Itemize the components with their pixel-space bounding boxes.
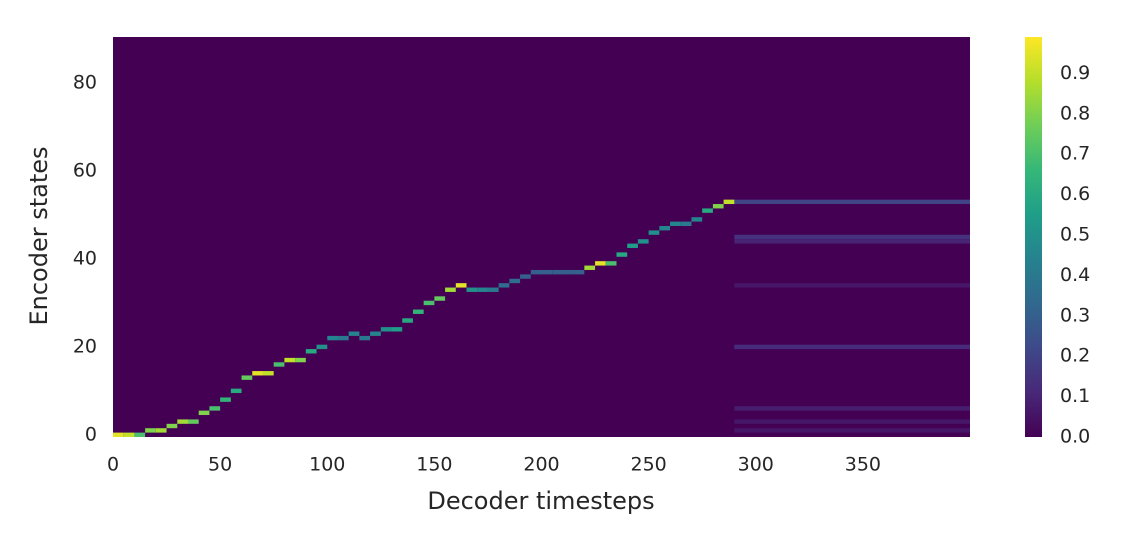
attention-cell: [670, 221, 681, 227]
attention-cell: [477, 287, 488, 292]
attention-cell: [220, 397, 231, 402]
attention-cell: [627, 243, 638, 248]
attention-band: [734, 428, 970, 433]
x-tick-label: 150: [416, 454, 452, 476]
y-tick-label: 60: [73, 160, 97, 182]
attention-cell: [145, 428, 156, 433]
attention-cell: [380, 327, 392, 332]
colorbar-tick-label: 0.0: [1060, 426, 1090, 448]
colorbar-tick-label: 0.3: [1060, 304, 1090, 326]
attention-cell: [134, 432, 146, 437]
attention-cell: [509, 278, 521, 284]
attention-cell: [423, 300, 435, 306]
attention-cell: [402, 318, 413, 323]
attention-band: [734, 283, 970, 288]
x-tick-label: 300: [738, 454, 774, 476]
attention-band: [734, 199, 970, 205]
x-tick-label: 0: [107, 454, 119, 476]
attention-band: [734, 239, 970, 244]
y-tick-label: 40: [73, 247, 97, 269]
attention-cell: [123, 432, 135, 437]
attention-cell: [520, 274, 531, 279]
attention-cell: [648, 230, 660, 235]
colorbar-tick-label: 0.2: [1060, 345, 1090, 367]
colorbar-tick-label: 0.9: [1060, 62, 1090, 84]
colorbar-tick-label: 0.8: [1060, 102, 1090, 124]
attention-cell: [273, 362, 285, 367]
attention-band: [734, 419, 970, 424]
attention-cell: [305, 349, 317, 354]
attention-cell: [241, 375, 253, 380]
attention-band: [734, 406, 970, 411]
attention-cell: [295, 357, 306, 363]
attention-cell: [337, 335, 349, 341]
attention-cell: [541, 269, 553, 275]
attention-cell: [155, 428, 167, 433]
colorbar-tick-label: 0.6: [1060, 183, 1090, 205]
attention-cell: [466, 287, 478, 292]
attention-cell: [637, 239, 649, 244]
x-tick-label: 200: [523, 454, 559, 476]
attention-cell: [659, 226, 671, 231]
attention-cell: [723, 199, 735, 205]
attention-cell: [584, 265, 596, 270]
attention-band: [734, 234, 970, 240]
colorbar-tick-label: 0.4: [1060, 264, 1090, 286]
attention-cell: [177, 419, 188, 424]
attention-cell: [498, 283, 510, 288]
attention-cell: [113, 432, 124, 437]
attention-cell: [391, 327, 403, 332]
attention-cell: [327, 335, 338, 341]
attention-cell: [605, 261, 617, 266]
attention-cell: [230, 388, 242, 394]
y-tick-label: 20: [73, 335, 97, 357]
attention-cell: [445, 287, 456, 292]
attention-cell: [712, 204, 724, 209]
attention-cell: [691, 217, 703, 222]
attention-cell: [316, 344, 328, 350]
attention-cell: [434, 296, 446, 301]
attention-cell: [680, 221, 692, 227]
attention-cell: [702, 208, 713, 213]
attention-cell: [187, 419, 199, 424]
colorbar: [1025, 37, 1042, 437]
attention-cell: [616, 252, 628, 257]
attention-cell: [412, 309, 424, 314]
x-tick-label: 350: [845, 454, 881, 476]
x-axis-label: Decoder timesteps: [427, 487, 654, 515]
x-tick-label: 50: [208, 454, 232, 476]
attention-cell: [284, 357, 296, 363]
attention-cell: [530, 269, 542, 275]
attention-cell: [262, 371, 274, 376]
attention-cell: [348, 331, 360, 336]
attention-cell: [166, 423, 178, 429]
colorbar-tick-label: 0.1: [1060, 385, 1090, 407]
y-axis-label: Encoder states: [25, 146, 53, 325]
y-tick-label: 0: [85, 423, 97, 445]
attention-cell: [562, 269, 574, 275]
attention-band: [734, 344, 970, 350]
x-tick-label: 250: [630, 454, 666, 476]
attention-cell: [455, 283, 467, 288]
attention-cell: [595, 261, 606, 266]
attention-cell: [359, 335, 371, 341]
x-tick-label: 100: [309, 454, 345, 476]
y-tick-label: 80: [73, 72, 97, 94]
attention-cell: [552, 269, 563, 275]
colorbar-tick-label: 0.7: [1060, 143, 1090, 165]
attention-cell: [252, 371, 263, 376]
attention-cell: [487, 287, 499, 292]
attention-cell: [209, 406, 221, 411]
attention-cell: [198, 410, 210, 416]
attention-cell: [573, 269, 585, 275]
colorbar-tick-label: 0.5: [1060, 223, 1090, 245]
attention-cell: [370, 331, 381, 336]
